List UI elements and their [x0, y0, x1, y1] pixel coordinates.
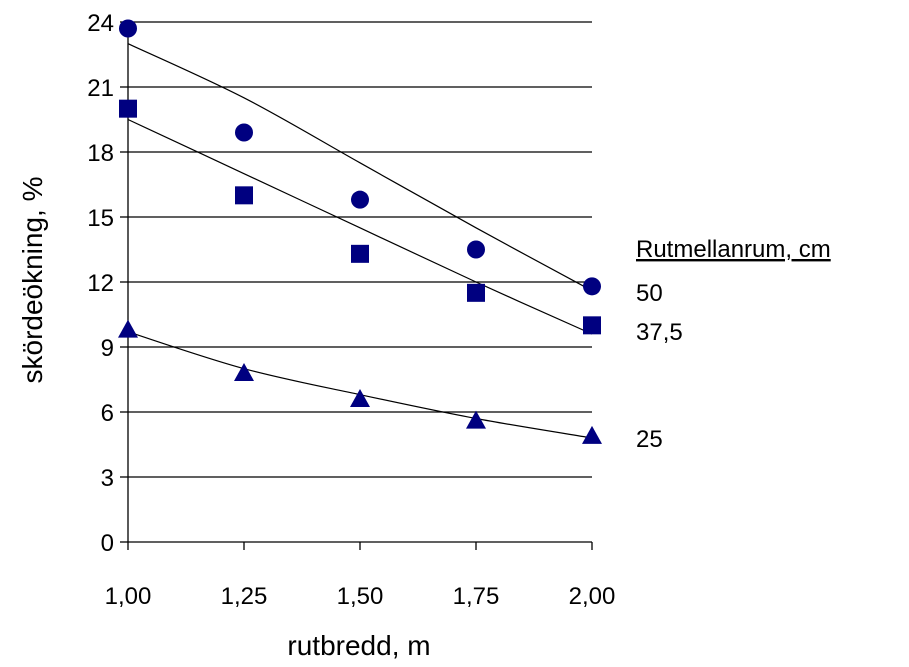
data-point [467, 283, 485, 302]
trendline [127, 43, 593, 292]
data-point [467, 240, 485, 259]
data-point [466, 410, 486, 429]
y-tick-label: 24 [87, 10, 114, 37]
data-point [118, 319, 138, 338]
legend-entry: 25 [636, 426, 663, 453]
data-point [582, 425, 602, 444]
data-point [351, 244, 369, 263]
legend-title: Rutmellanrum, cm [636, 236, 831, 263]
data-point [583, 277, 601, 296]
tick-labels: 0 3 6 9 12 15 18 21 24 1,00 1,25 1,50 1,75 2,00 [87, 10, 615, 610]
data-point [119, 99, 137, 118]
trendline [127, 118, 593, 335]
data-point [119, 19, 137, 38]
legend: 50 37,5 25 [636, 280, 683, 453]
x-tick-label: 1,50 [337, 583, 384, 610]
y-tick-label: 0 [101, 530, 114, 557]
data-markers [118, 19, 602, 444]
y-tick-label: 9 [101, 335, 114, 362]
data-point [234, 363, 254, 381]
y-tick-label: 6 [101, 400, 114, 427]
y-tick-label: 21 [87, 75, 114, 102]
data-point [235, 186, 253, 205]
grid-lines [128, 21, 592, 478]
y-tick-label: 18 [87, 140, 114, 167]
y-tick-label: 12 [87, 270, 114, 297]
legend-entry: 37,5 [636, 319, 683, 346]
trendline [127, 331, 593, 439]
data-point [350, 389, 370, 407]
x-tick-label: 2,00 [569, 583, 616, 610]
legend-entry: 50 [636, 280, 663, 307]
y-tick-label: 3 [101, 465, 114, 492]
data-point [351, 190, 369, 209]
data-point [583, 316, 601, 335]
data-point [235, 123, 253, 142]
x-tick-label: 1,25 [221, 583, 268, 610]
x-axis-title: rutbredd, m [287, 630, 430, 661]
x-tick-label: 1,00 [105, 583, 152, 610]
x-tick-label: 1,75 [453, 583, 500, 610]
axes [120, 20, 593, 550]
trendlines [127, 43, 593, 439]
y-tick-label: 15 [87, 205, 114, 232]
y-axis-title: skördeökning, % [17, 176, 48, 383]
